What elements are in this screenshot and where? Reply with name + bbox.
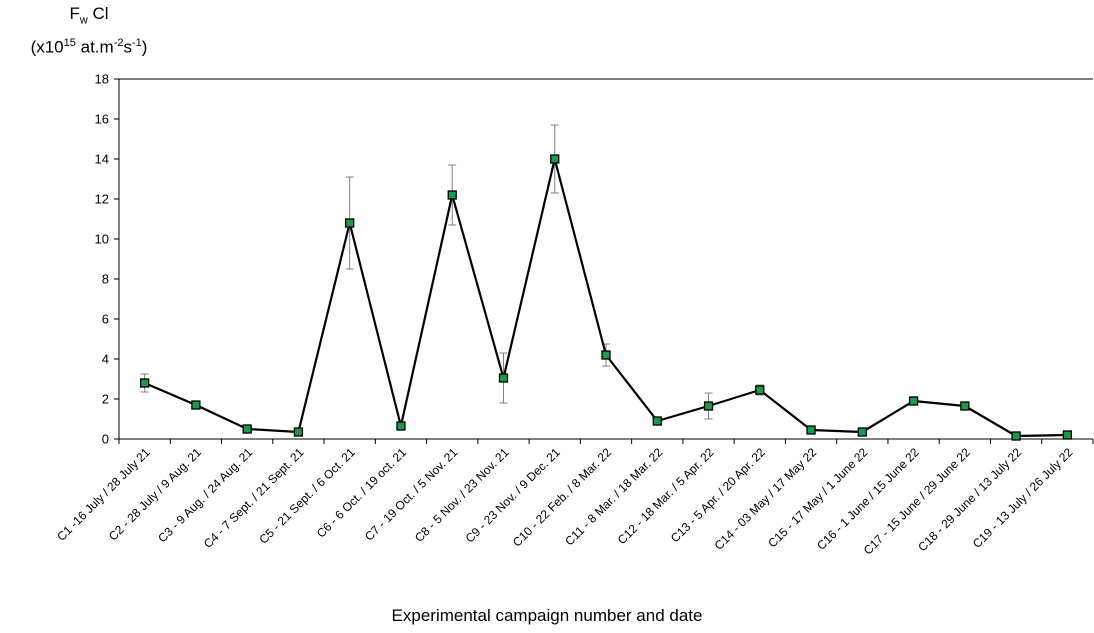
data-point <box>601 350 611 360</box>
x-axis-label: Experimental campaign number and date <box>391 606 703 625</box>
x-tick-label: C1 -16 July / 28 July 21 <box>54 445 153 544</box>
data-point <box>652 416 662 426</box>
data-point <box>1062 430 1073 440</box>
data-point <box>908 396 919 406</box>
x-tick-label: C9 - 23 Nov. / 9 Dec. 21 <box>463 445 564 546</box>
x-tick-label: C5 - 21 Sept. / 6 Oct. 21 <box>256 445 358 547</box>
y-tick-label: 18 <box>95 72 109 87</box>
x-tick-label: C6 - 6 Oct. / 19 oct. 21 <box>314 445 409 540</box>
x-tick-label: C19 - 13 July / 26 July 22 <box>970 445 1076 551</box>
x-tick-label: C16 - 1 June / 15 June 22 <box>814 445 922 553</box>
x-tick-label: C8 - 5 Nov. / 23 Nov. 21 <box>412 445 512 545</box>
x-tick-label: C7 - 19 Oct. / 5 Nov. 21 <box>362 445 461 544</box>
series-line <box>144 157 1068 438</box>
data-point <box>498 373 509 383</box>
data-point <box>293 427 304 437</box>
y-tick-label: 8 <box>102 272 109 287</box>
y-tick-label: 6 <box>102 312 109 327</box>
data-point <box>1011 431 1021 441</box>
x-tick-label: C15 - 17 May / 1 June 22 <box>765 445 870 550</box>
data-point <box>550 154 560 164</box>
y-tick-label: 14 <box>95 152 109 167</box>
x-tick-label: C11 - 8 Mar. / 18 Mar. 22 <box>562 445 665 548</box>
x-tick-label: C13 - 5 Apr. / 20 Apr. 22 <box>668 445 768 545</box>
data-point <box>345 218 355 228</box>
y-tick-label: 0 <box>102 432 109 447</box>
x-tick-label: C2 - 28 July / 9 Aug. 21 <box>106 445 204 543</box>
data-point <box>960 401 970 411</box>
x-tick-label: C12 - 18 Mar. / 5 Apr. 22 <box>615 445 717 547</box>
x-tick-label: C14 - 03 May / 17 May 22 <box>712 445 820 553</box>
data-point <box>806 425 816 435</box>
data-point <box>447 190 457 200</box>
data-point <box>242 424 252 434</box>
data-point <box>755 385 765 395</box>
data-point <box>703 401 714 411</box>
data-point <box>396 421 406 431</box>
x-tick-label: C4 - 7 Sept. / 21 Sept. 21 <box>201 445 307 551</box>
y-tick-label: 12 <box>95 192 109 207</box>
data-point <box>857 427 867 437</box>
x-tick-label: C3 - 9 Aug. / 24 Aug. 21 <box>155 445 255 545</box>
x-tick-label: C10 - 22 Feb. / 8 Mar. 22 <box>510 445 614 549</box>
x-tick-label: C17 - 15 June / 29 June 22 <box>861 445 973 557</box>
data-point <box>191 400 201 410</box>
y-tick-label: 4 <box>102 352 109 367</box>
y-axis-label: Fw Cl (x1015 at.m-2s-1) <box>30 4 148 58</box>
y-tick-label: 16 <box>95 112 109 127</box>
y-tick-label: 2 <box>102 392 109 407</box>
y-tick-label: 10 <box>95 232 109 247</box>
x-tick-label: C18 - 29 June / 13 July 22 <box>915 445 1024 554</box>
data-point <box>139 378 150 388</box>
